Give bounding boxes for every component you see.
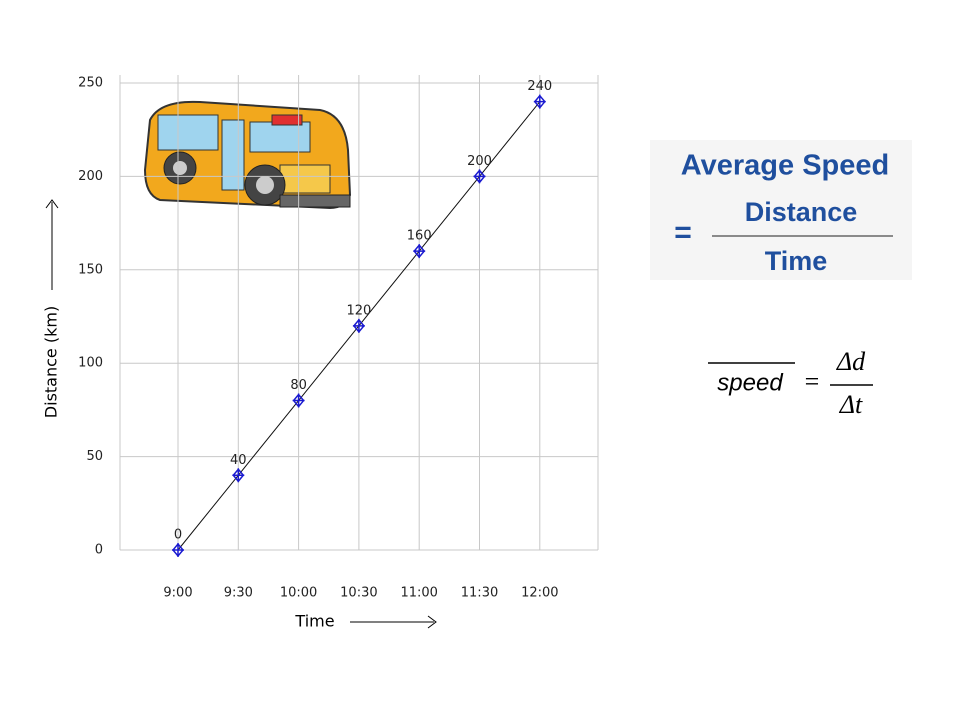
data-label: 160	[407, 229, 432, 244]
formula-denominator: Time	[765, 246, 828, 276]
formula-box	[650, 140, 912, 280]
y-tick-label: 50	[86, 449, 103, 464]
y-tick-label: 150	[78, 262, 103, 277]
x-tick-label: 9:00	[163, 586, 192, 601]
bus-illustration	[143, 100, 352, 210]
x-tick-label: 11:00	[400, 586, 437, 601]
x-tick-label: 11:30	[461, 586, 498, 601]
y-axis-label: Distance (km)	[42, 306, 61, 418]
marker	[292, 393, 305, 408]
y-tick-label: 200	[78, 169, 103, 184]
y-tick-label: 250	[78, 76, 103, 91]
marker	[413, 243, 426, 259]
data-label: 80	[290, 378, 307, 393]
x-tick-label: 10:00	[280, 586, 317, 601]
data-label: 120	[346, 303, 371, 318]
marker	[473, 169, 486, 184]
marker	[232, 468, 245, 483]
x-tick-label: 9:30	[224, 586, 253, 601]
data-label: 0	[174, 528, 182, 543]
marker	[352, 318, 365, 334]
x-axis-label: Time	[294, 612, 334, 631]
marker	[172, 542, 184, 558]
x-tick-label: 12:00	[521, 586, 558, 601]
data-label: 200	[467, 154, 492, 169]
formula-numerator: Distance	[745, 197, 858, 227]
marker	[533, 94, 546, 109]
formula-title: Average Speed	[681, 150, 889, 182]
formula-delta-d: Δd	[836, 347, 866, 376]
y-tick-label: 100	[78, 356, 103, 371]
x-tick-label: 10:30	[340, 586, 377, 601]
formula-lhs: speed	[717, 369, 783, 396]
formula-equals: =	[674, 216, 692, 249]
y-arrow	[45, 199, 59, 290]
data-label: 40	[230, 453, 247, 468]
x-arrow	[350, 615, 437, 629]
data-label: 240	[527, 79, 552, 94]
formula-delta-t: Δt	[839, 390, 863, 419]
formula-equals-2: =	[805, 367, 820, 396]
y-tick-label: 0	[95, 543, 103, 558]
